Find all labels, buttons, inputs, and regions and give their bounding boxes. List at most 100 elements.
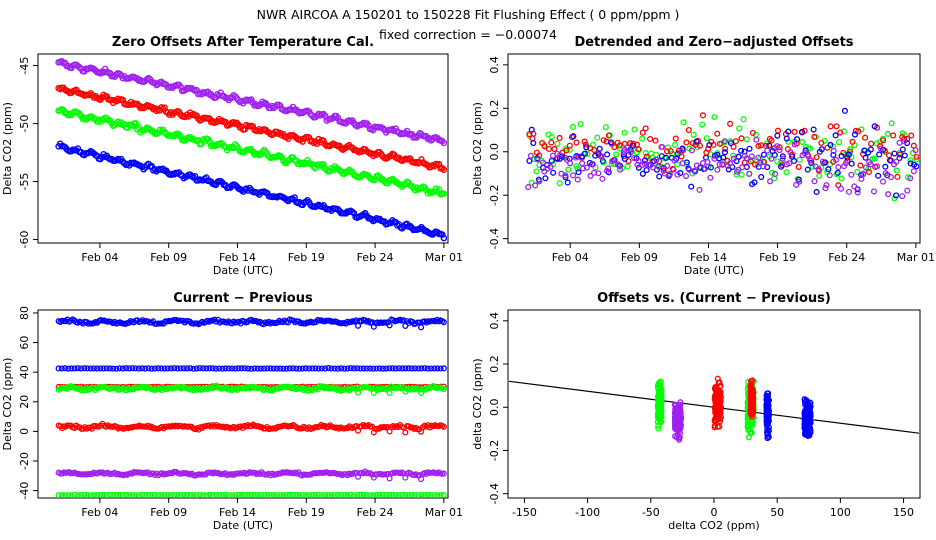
- x-tick-label: Feb 24: [357, 506, 394, 519]
- data-point: [261, 491, 268, 497]
- data-point: [584, 150, 591, 157]
- data-point: [569, 123, 576, 131]
- y-tick-label: -45: [18, 57, 31, 75]
- data-point: [116, 70, 123, 78]
- data-point: [572, 154, 579, 161]
- data-point: [273, 491, 280, 497]
- y-tick-label: 0.4: [488, 56, 501, 74]
- data-point: [899, 193, 906, 200]
- data-point: [832, 132, 839, 139]
- data-point: [424, 491, 431, 497]
- plot-points: [55, 316, 447, 497]
- data-point: [748, 153, 755, 160]
- data-point: [660, 167, 667, 174]
- data-point: [526, 131, 533, 138]
- data-point: [810, 126, 817, 133]
- data-point: [806, 425, 813, 432]
- data-point: [776, 147, 783, 154]
- data-point: [807, 157, 814, 164]
- data-point: [193, 365, 200, 372]
- data-point: [548, 133, 555, 141]
- data-point: [699, 112, 707, 119]
- x-tick-label: Feb 24: [357, 251, 394, 264]
- data-point: [738, 135, 745, 142]
- data-point: [846, 148, 854, 155]
- data-point: [296, 492, 303, 497]
- data-point: [222, 491, 229, 497]
- data-point: [74, 145, 82, 152]
- data-point: [142, 491, 149, 497]
- series-blue-right: [801, 396, 814, 439]
- data-point: [793, 181, 800, 188]
- data-point: [123, 491, 130, 497]
- data-point: [408, 365, 415, 372]
- data-point: [908, 132, 915, 139]
- data-point: [277, 492, 284, 497]
- data-point: [167, 365, 175, 372]
- data-point: [418, 365, 425, 372]
- data-point: [683, 139, 690, 146]
- data-point: [264, 492, 271, 497]
- data-point: [716, 161, 723, 168]
- data-point: [654, 396, 662, 403]
- chart-offsets-vs-diff: Offsets vs. (Current − Previous) -150 -100…: [471, 291, 921, 532]
- data-point: [193, 492, 200, 497]
- data-point: [904, 187, 911, 194]
- data-point: [910, 168, 917, 175]
- data-point: [565, 166, 572, 173]
- data-point: [164, 365, 171, 372]
- data-point: [328, 492, 335, 497]
- data-point: [768, 137, 775, 144]
- y-axis-label: delta CO2 (ppm): [471, 358, 484, 449]
- data-point: [257, 491, 264, 497]
- data-point: [653, 156, 660, 163]
- data-point: [868, 140, 875, 147]
- data-point: [783, 135, 790, 142]
- data-point: [440, 234, 447, 242]
- data-point: [206, 491, 213, 497]
- data-point: [139, 365, 146, 372]
- data-point: [713, 393, 720, 400]
- data-point: [699, 121, 706, 128]
- data-point: [779, 155, 786, 162]
- data-point: [190, 365, 197, 372]
- data-point: [331, 492, 338, 497]
- data-point: [639, 129, 646, 136]
- data-point: [690, 131, 697, 138]
- data-point: [119, 365, 126, 372]
- data-point: [627, 149, 634, 156]
- data-point: [798, 128, 806, 135]
- data-point: [357, 491, 364, 497]
- data-point: [548, 157, 555, 164]
- data-point: [542, 175, 549, 182]
- data-point: [882, 163, 889, 170]
- data-point: [129, 365, 136, 372]
- x-tick-label: Feb 09: [150, 251, 187, 264]
- data-point: [813, 154, 820, 161]
- x-tick-label: 150: [893, 506, 914, 519]
- data-point: [591, 146, 598, 154]
- x-axis-label: Date (UTC): [213, 264, 273, 277]
- data-point: [55, 492, 62, 497]
- data-point: [309, 491, 316, 497]
- data-point: [838, 153, 845, 160]
- data-point: [730, 152, 737, 159]
- data-point: [177, 133, 184, 140]
- data-point: [613, 151, 620, 158]
- y-tick-label: 0.2: [488, 355, 501, 373]
- data-point: [232, 492, 239, 497]
- data-point: [855, 128, 862, 135]
- data-point: [714, 410, 721, 417]
- data-point: [97, 492, 104, 497]
- data-point: [440, 319, 447, 326]
- data-point: [671, 157, 678, 164]
- data-point: [373, 365, 380, 372]
- figure-title: NWR AIRCOA A 150201 to 150228 Fit Flushi…: [257, 7, 680, 22]
- plot-points: [509, 375, 919, 443]
- data-point: [389, 491, 396, 497]
- data-point: [786, 160, 793, 167]
- data-point: [58, 492, 65, 497]
- data-point: [719, 161, 726, 168]
- data-point: [241, 491, 248, 497]
- data-point: [716, 393, 723, 400]
